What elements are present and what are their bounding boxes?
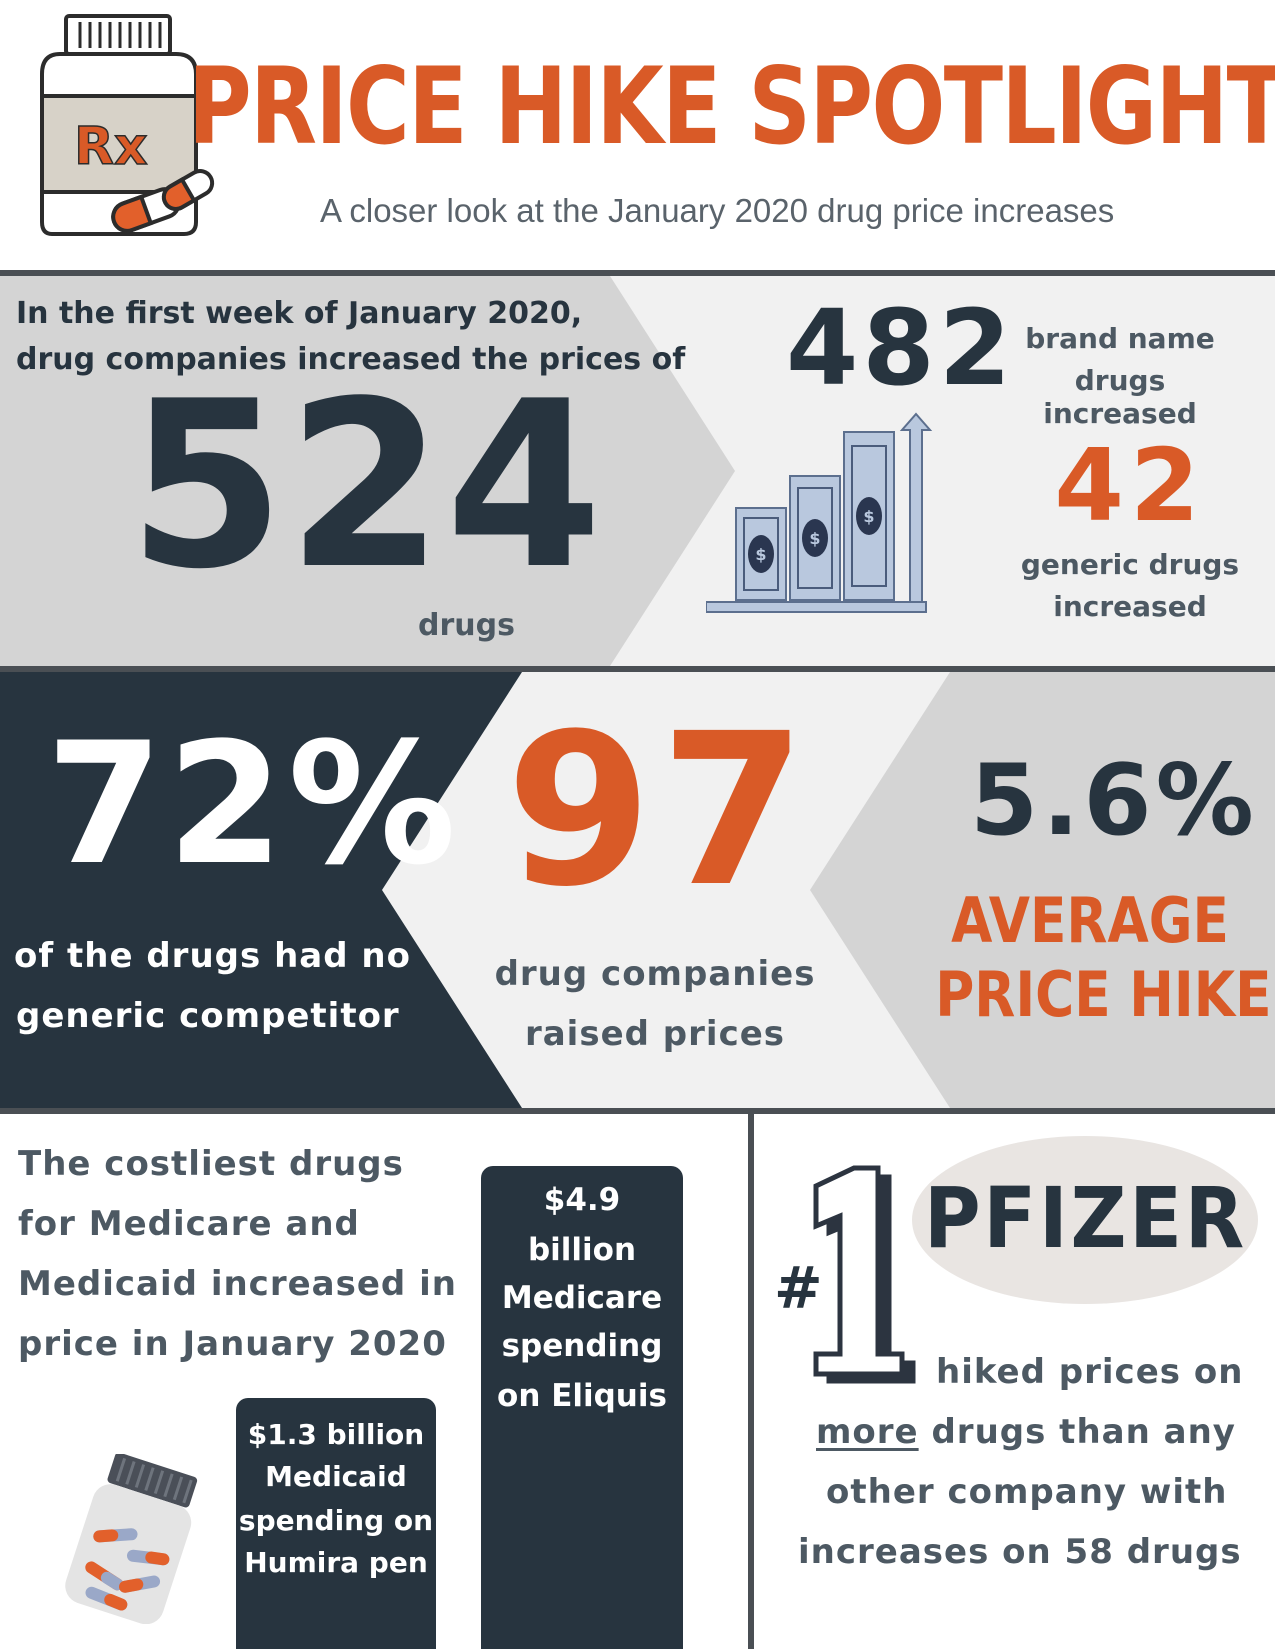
costliest-line4: price in January 2020 (18, 1324, 447, 1364)
stats-section: 72% of the drugs had no generic competit… (0, 672, 1275, 1108)
total-drugs-unit: drugs (418, 608, 515, 643)
generic-drugs-label-line2: increased (1053, 590, 1207, 623)
humira-line3: spending on (238, 1504, 434, 1537)
pfizer-line1: hiked prices on (936, 1352, 1244, 1392)
humira-line4: Humira pen (244, 1546, 428, 1579)
eliquis-line3: Medicare (501, 1280, 663, 1316)
rising-money-chart-icon: $ $ $ (706, 412, 933, 613)
divider (0, 1108, 1275, 1114)
svg-text:$: $ (863, 507, 874, 526)
no-generic-line1: of the drugs had no (14, 936, 411, 976)
companies-number: 97 (505, 688, 815, 933)
section2-background (0, 672, 1275, 1108)
pfizer-line2-rest: drugs than any (918, 1412, 1236, 1452)
eliquis-spending-box: $4.9 billion Medicare spending on Eliqui… (481, 1166, 683, 1649)
divider (0, 270, 1275, 276)
header: Rx PRICE HIKE SPOTLIGHT A closer look at… (0, 0, 1275, 270)
eliquis-line1: $4.9 (543, 1182, 621, 1218)
costliest-line1: The costliest drugs (18, 1144, 404, 1184)
pill-bottle-icon (65, 1454, 198, 1624)
humira-line2: Medicaid (265, 1460, 407, 1493)
avg-hike-line2: PRICE HIKE (935, 958, 1272, 1031)
section1-background (0, 276, 1275, 666)
eliquis-line4: spending (501, 1328, 663, 1364)
costliest-drugs-section: The costliest drugs for Medicare and Med… (0, 1114, 748, 1649)
costliest-line2: for Medicare and (18, 1204, 360, 1244)
intro-text-line2: drug companies increased the prices of (16, 342, 686, 377)
page-title: PRICE HIKE SPOTLIGHT (188, 45, 1275, 168)
total-drugs-number: 524 (128, 353, 605, 620)
divider (0, 666, 1275, 672)
rank-hash: # (774, 1254, 823, 1322)
no-generic-line2: generic competitor (16, 996, 400, 1036)
svg-text:$: $ (755, 545, 766, 564)
pfizer-more-emphasis: more (816, 1412, 919, 1452)
avg-hike-line1: AVERAGE (951, 884, 1229, 957)
costliest-line3: Medicaid increased in (18, 1264, 457, 1304)
pfizer-line4: increases on 58 drugs (798, 1532, 1242, 1572)
pfizer-line3: other company with (826, 1472, 1228, 1512)
company-badge (912, 1136, 1258, 1304)
drug-count-section: In the first week of January 2020, drug … (0, 276, 1275, 666)
eliquis-line2: billion (527, 1232, 637, 1268)
generic-drugs-label-line1: generic drugs (1020, 548, 1240, 581)
humira-spending-box: $1.3 billion Medicaid spending on Humira… (236, 1398, 436, 1649)
brand-drugs-label-line1: brand name (1025, 322, 1215, 355)
brand-drugs-number: 482 (786, 287, 1016, 409)
vertical-divider (748, 1114, 754, 1649)
companies-line1: drug companies (494, 954, 816, 994)
number-one-3d-icon (813, 1165, 916, 1384)
pfizer-line2: more drugs than any (816, 1412, 1236, 1452)
prescription-bottle-icon: Rx (40, 14, 215, 236)
generic-drugs-number: 42 (1054, 427, 1206, 544)
svg-text:Rx: Rx (74, 117, 148, 177)
page-subtitle: A closer look at the January 2020 drug p… (320, 192, 1115, 229)
svg-text:$: $ (809, 529, 820, 548)
pfizer-section: # PFIZER hiked prices on more drugs than… (754, 1114, 1275, 1649)
company-name: PFIZER (924, 1169, 1248, 1267)
brand-drugs-label-line2: drugs increased (1043, 364, 1197, 430)
eliquis-line5: on Eliquis (497, 1378, 667, 1414)
companies-line2: raised prices (524, 1014, 786, 1054)
avg-hike-percent: 5.6% (970, 744, 1258, 858)
no-generic-percent: 72% (46, 706, 461, 902)
humira-line1: $1.3 billion (247, 1418, 425, 1451)
intro-text-line1: In the first week of January 2020, (16, 296, 583, 331)
